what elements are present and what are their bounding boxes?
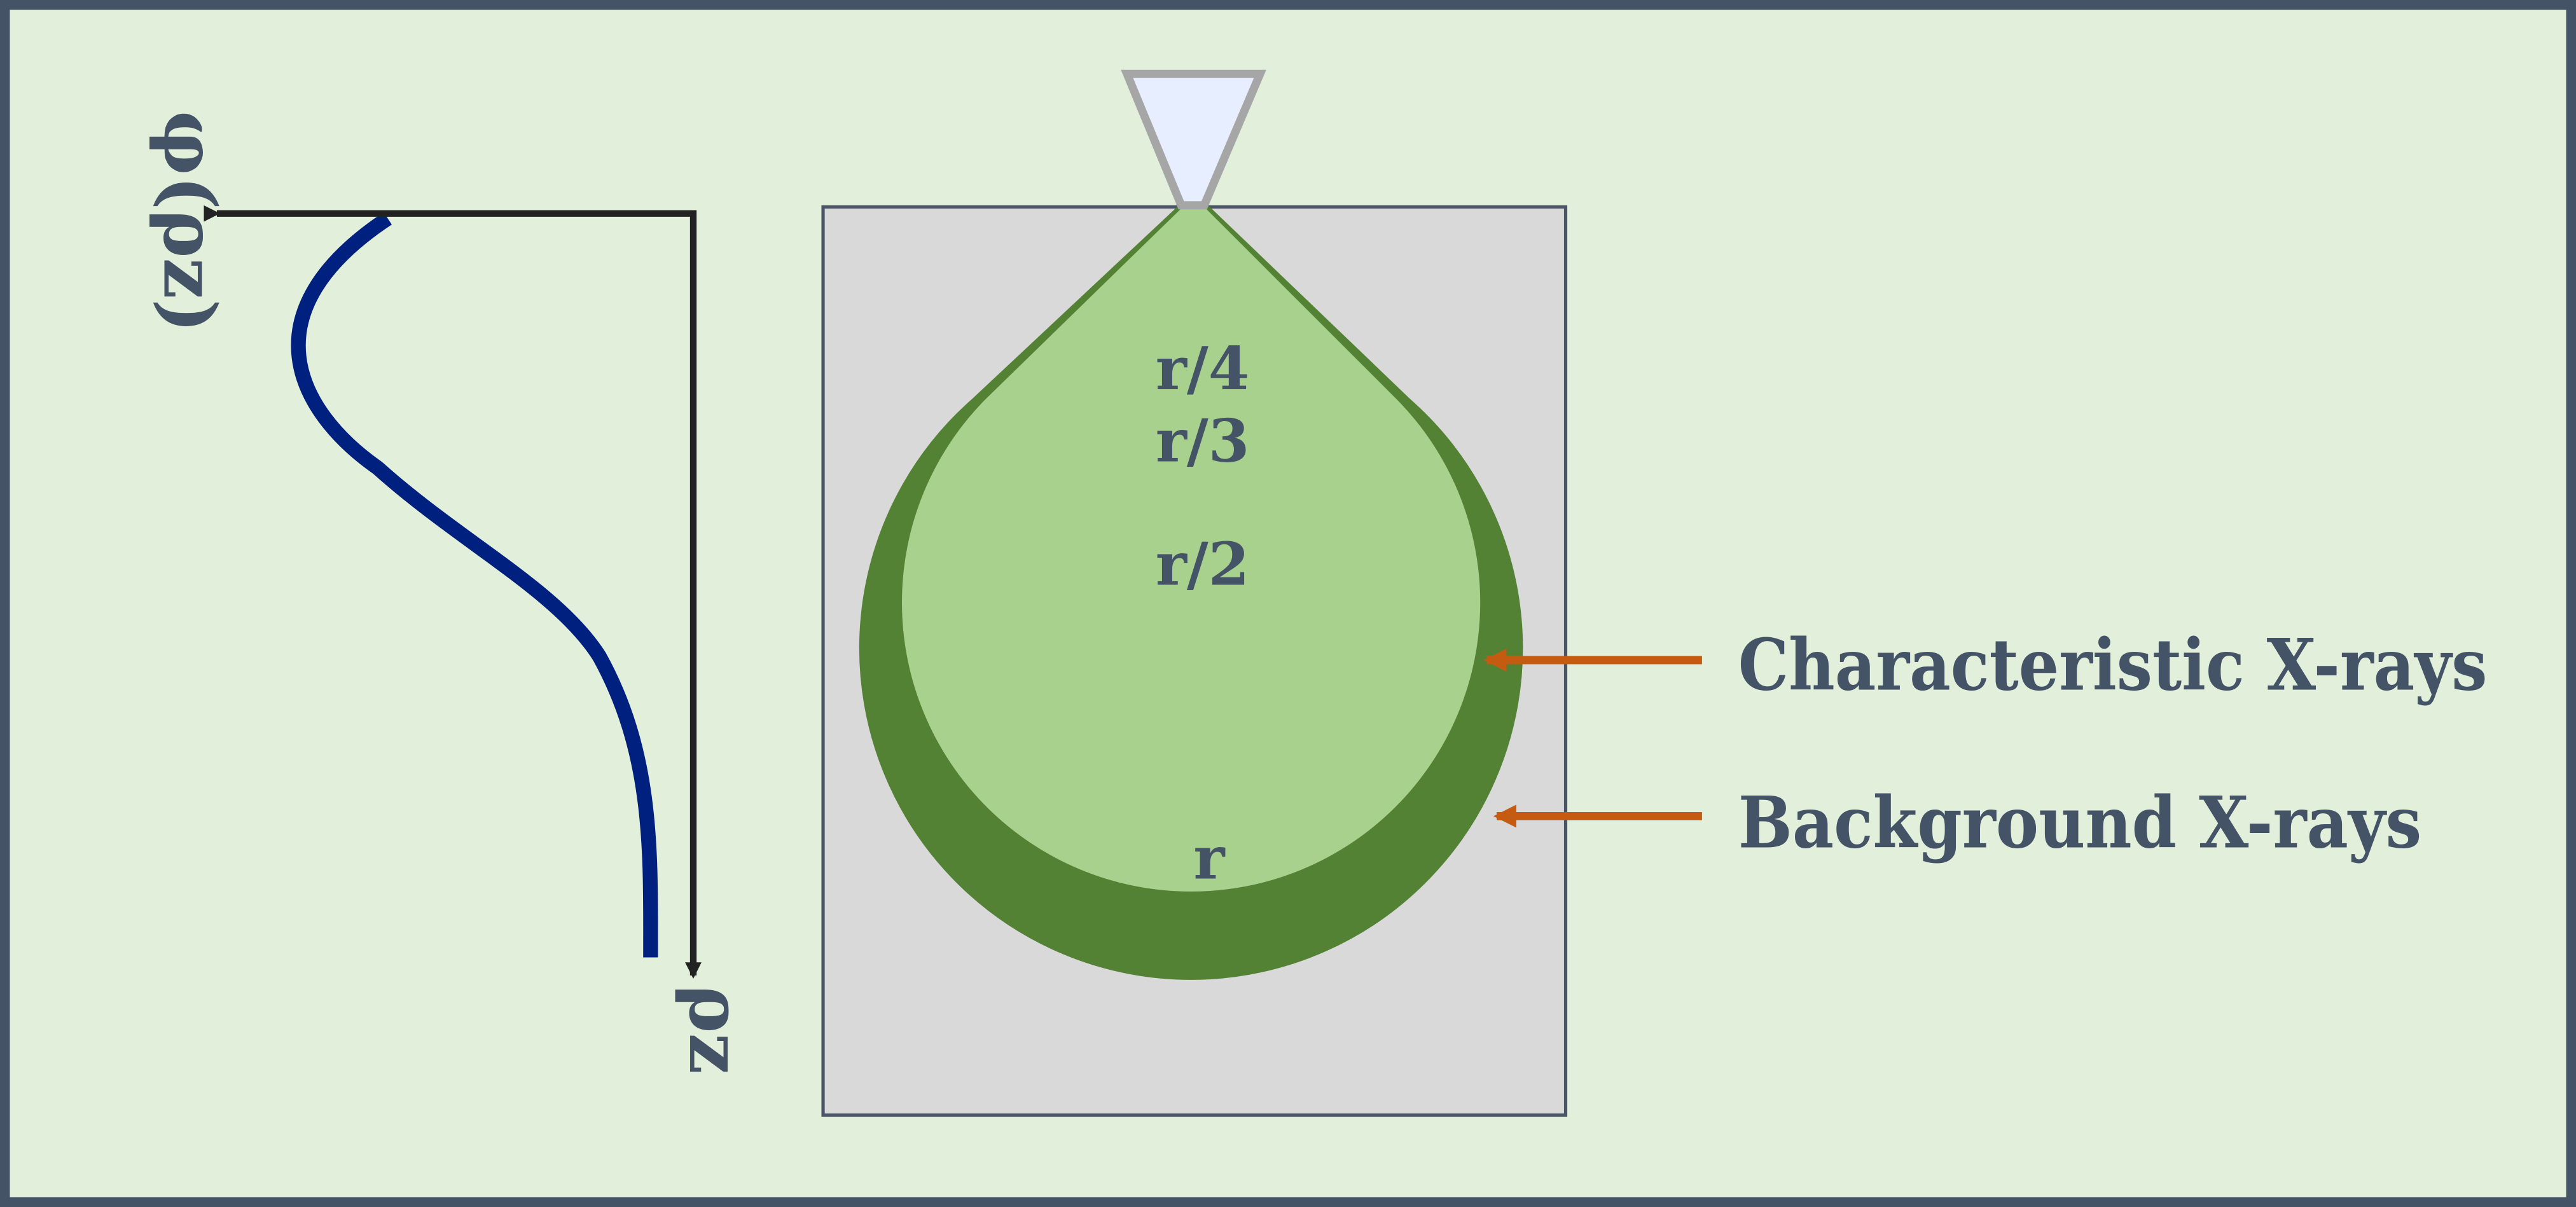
rho-z-axis-label: ρz	[673, 985, 758, 1074]
volume-label-r-quarter: r/4	[1156, 334, 1250, 403]
depth-distribution-plot: φ(ρz) ρz	[147, 110, 758, 1074]
volume-label-r-half: r/2	[1156, 529, 1250, 598]
volume-label-r-third: r/3	[1156, 406, 1250, 476]
interaction-volume-inner	[902, 207, 1481, 892]
volume-label-r: r	[1194, 824, 1226, 893]
plot-axes	[204, 205, 702, 979]
electron-beam-aperture-icon	[1121, 69, 1266, 210]
background-xray-label: Background X-rays	[1738, 782, 2421, 864]
characteristic-xray-label: Characteristic X-rays	[1738, 624, 2488, 707]
phi-axis-label: φ(ρz)	[147, 110, 232, 333]
